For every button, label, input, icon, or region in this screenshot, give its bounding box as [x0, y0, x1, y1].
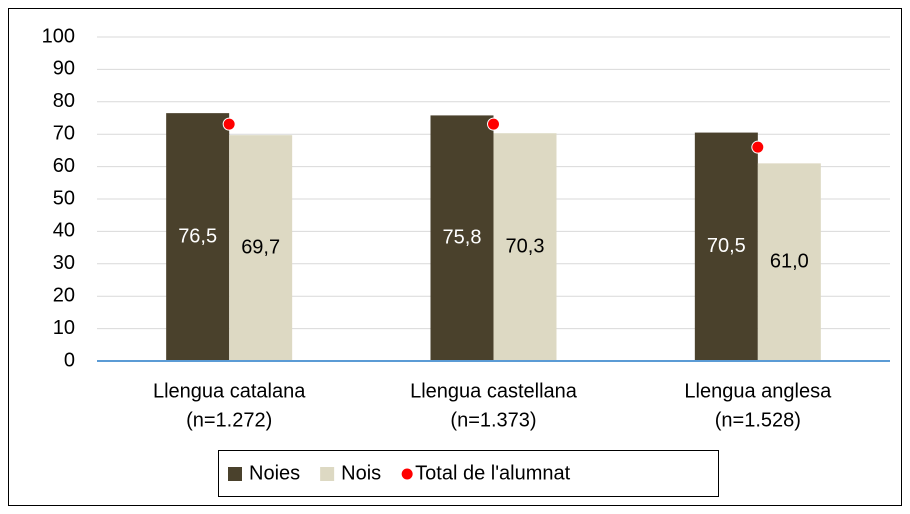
- value-label: 69,7: [241, 236, 280, 258]
- bar: [493, 133, 557, 361]
- point: [222, 117, 236, 131]
- bar: [757, 163, 821, 361]
- y-tick-label: 20: [53, 284, 75, 306]
- x-tick-label: (n=1.272): [186, 409, 272, 431]
- y-tick-label: 40: [53, 220, 75, 242]
- y-tick-label: 90: [53, 58, 75, 80]
- x-tick-label: (n=1.528): [715, 409, 801, 431]
- y-tick-label: 60: [53, 155, 75, 177]
- y-tick-label: 70: [53, 122, 75, 144]
- x-tick-label: Llengua catalana: [153, 380, 306, 402]
- y-tick-label: 100: [42, 25, 75, 47]
- value-label: 76,5: [178, 225, 217, 247]
- y-tick-label: 0: [64, 349, 75, 371]
- value-label: 70,3: [506, 235, 545, 257]
- legend-swatch: [320, 467, 335, 481]
- bar: [430, 115, 494, 362]
- y-tick-label: 80: [53, 90, 75, 112]
- y-tick-label: 10: [53, 317, 75, 339]
- value-label: 61,0: [770, 250, 809, 272]
- y-tick-label: 30: [53, 252, 75, 274]
- y-tick-label: 50: [53, 187, 75, 209]
- point: [751, 140, 765, 154]
- point: [487, 117, 500, 131]
- x-tick-label: Llengua anglesa: [684, 380, 832, 402]
- legend-label: Noies: [249, 462, 300, 484]
- legend-swatch: [228, 467, 242, 481]
- legend-label: Nois: [341, 462, 381, 484]
- legend-label: Total de l'alumnat: [415, 462, 570, 484]
- x-tick-label: (n=1.373): [450, 409, 536, 431]
- x-tick-label: Llengua castellana: [410, 380, 578, 402]
- bar: [166, 113, 230, 361]
- legend-swatch: [400, 467, 414, 481]
- bar: [229, 135, 293, 361]
- value-label: 75,8: [443, 226, 482, 248]
- legend-box: [218, 450, 719, 497]
- bar: [694, 132, 758, 361]
- value-label: 70,5: [707, 235, 746, 257]
